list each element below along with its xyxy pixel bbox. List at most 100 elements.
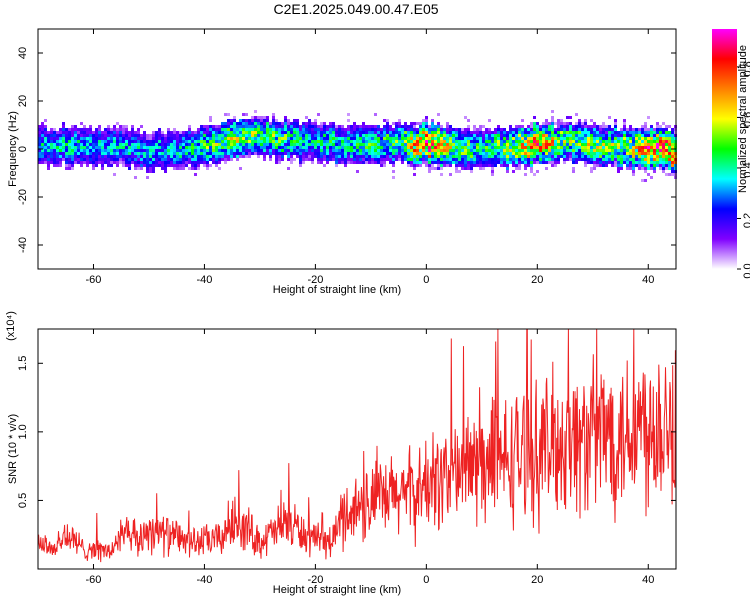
heatmap-cell (644, 158, 647, 161)
heatmap-cell (185, 143, 188, 146)
heatmap-cell (71, 128, 74, 131)
heatmap-cell (263, 122, 266, 125)
heatmap-cell (563, 131, 566, 134)
heatmap-cell (380, 137, 383, 140)
heatmap-cell (53, 152, 56, 155)
heatmap-cell (647, 140, 650, 143)
heatmap-cell (290, 131, 293, 134)
heatmap-cell (659, 128, 662, 131)
heatmap-cell (50, 128, 53, 131)
heatmap-cell (206, 149, 209, 152)
heatmap-cell (266, 143, 269, 146)
heatmap-cell (596, 125, 599, 128)
heatmap-cell (485, 131, 488, 134)
heatmap-cell (233, 140, 236, 143)
heatmap-cell (212, 146, 215, 149)
heatmap-cell (362, 143, 365, 146)
colorbar-tick-label: 0.2 (742, 213, 750, 228)
heatmap-cell (488, 143, 491, 146)
heatmap-cell (596, 140, 599, 143)
heatmap-cell (146, 170, 149, 173)
heatmap-cell (56, 134, 59, 137)
heatmap-cell (68, 137, 71, 140)
heatmap-cell (347, 146, 350, 149)
heatmap-cell (182, 146, 185, 149)
heatmap-cell (233, 146, 236, 149)
heatmap-cell (71, 140, 74, 143)
heatmap-cell (272, 113, 275, 116)
heatmap-cell (113, 137, 116, 140)
heatmap-cell (257, 152, 260, 155)
heatmap-cell (380, 140, 383, 143)
heatmap-cell (659, 155, 662, 158)
heatmap-cell (569, 140, 572, 143)
heatmap-cell (503, 143, 506, 146)
heatmap-cell (245, 143, 248, 146)
heatmap-cell (485, 158, 488, 161)
heatmap-cell (662, 149, 665, 152)
heatmap-cell (83, 149, 86, 152)
heatmap-cell (344, 149, 347, 152)
heatmap-cell (626, 134, 629, 137)
heatmap-cell (305, 125, 308, 128)
heatmap-cell (563, 128, 566, 131)
heatmap-cell (551, 164, 554, 167)
heatmap-cell (158, 152, 161, 155)
heatmap-cell (365, 134, 368, 137)
heatmap-cell (347, 158, 350, 161)
heatmap-cell (575, 143, 578, 146)
heatmap-cell (86, 161, 89, 164)
heatmap-cell (551, 122, 554, 125)
heatmap-cell (176, 167, 179, 170)
heatmap-cell (92, 158, 95, 161)
heatmap-cell (254, 140, 257, 143)
heatmap-cell (38, 143, 41, 146)
heatmap-cell (143, 155, 146, 158)
heatmap-cell (302, 140, 305, 143)
heatmap-cell (137, 137, 140, 140)
heatmap-cell (92, 167, 95, 170)
heatmap-cell (401, 146, 404, 149)
heatmap-cell (119, 131, 122, 134)
heatmap-cell (584, 122, 587, 125)
heatmap-cell (524, 167, 527, 170)
heatmap-cell (320, 143, 323, 146)
heatmap-cell (338, 134, 341, 137)
heatmap-cell (194, 173, 197, 176)
heatmap-cell (248, 125, 251, 128)
heatmap-cell (608, 152, 611, 155)
heatmap-cell (392, 149, 395, 152)
heatmap-cell (359, 158, 362, 161)
heatmap-cell (545, 167, 548, 170)
heatmap-cell (623, 131, 626, 134)
heatmap-cell (584, 155, 587, 158)
heatmap-cell (107, 149, 110, 152)
heatmap-cell (419, 149, 422, 152)
heatmap-cell (242, 149, 245, 152)
heatmap-cell (563, 134, 566, 137)
heatmap-cell (302, 146, 305, 149)
heatmap-cell (119, 152, 122, 155)
heatmap-cell (584, 152, 587, 155)
heatmap-cell (371, 161, 374, 164)
heatmap-cell (191, 167, 194, 170)
heatmap-cell (533, 116, 536, 119)
heatmap-cell (296, 125, 299, 128)
heatmap-cell (473, 143, 476, 146)
heatmap-cell (278, 122, 281, 125)
heatmap-cell (233, 116, 236, 119)
heatmap-cell (650, 134, 653, 137)
heatmap-cell (440, 143, 443, 146)
heatmap-cell (461, 164, 464, 167)
heatmap-cell (272, 128, 275, 131)
heatmap-cell (329, 152, 332, 155)
heatmap-cell (71, 164, 74, 167)
heatmap-cell (476, 155, 479, 158)
heatmap-cell (440, 140, 443, 143)
heatmap-cell (317, 113, 320, 116)
heatmap-cell (662, 164, 665, 167)
heatmap-cell (608, 125, 611, 128)
heatmap-cell (596, 161, 599, 164)
heatmap-cell (332, 125, 335, 128)
heatmap-cell (620, 140, 623, 143)
